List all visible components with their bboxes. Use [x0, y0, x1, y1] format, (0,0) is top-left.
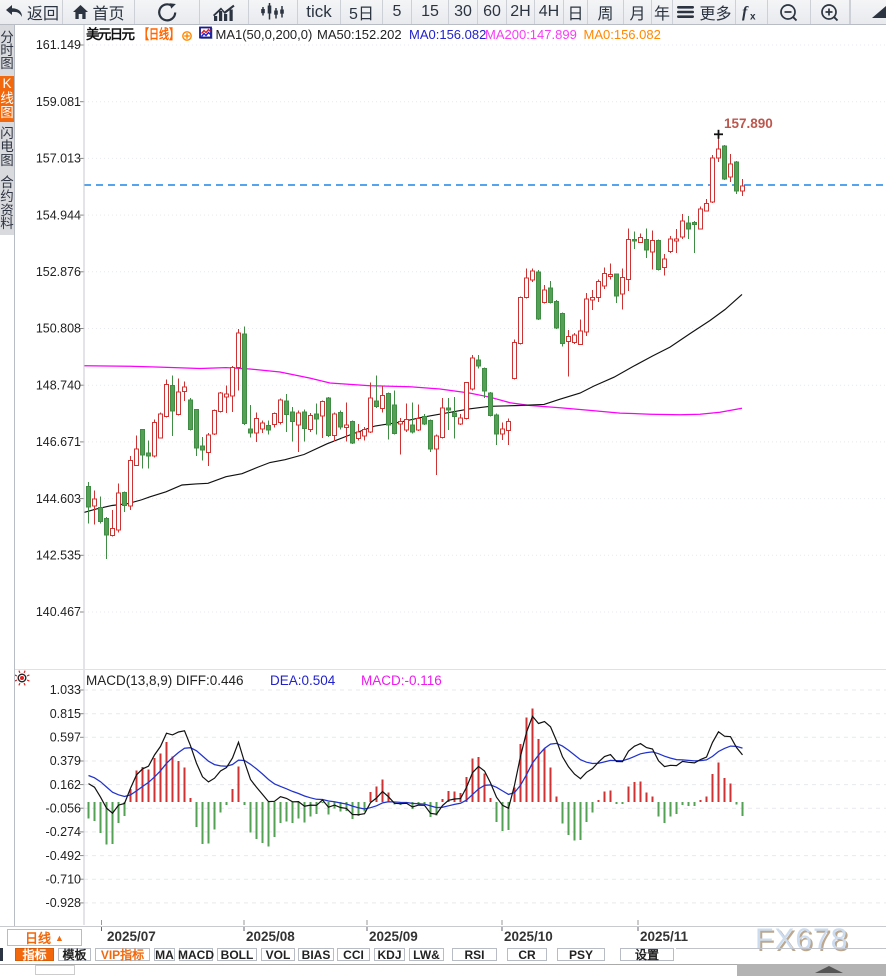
svg-text:152.876: 152.876: [36, 265, 81, 279]
svg-text:-0.928: -0.928: [46, 896, 81, 910]
svg-text:159.081: 159.081: [36, 95, 81, 109]
svg-text:MA200:147.899: MA200:147.899: [485, 27, 577, 42]
svg-text:0.597: 0.597: [50, 731, 81, 745]
svg-text:1.033: 1.033: [50, 683, 81, 697]
svg-text:MACD(13,8,9) DIFF:0.446: MACD(13,8,9) DIFF:0.446: [86, 673, 244, 688]
svg-text:0.162: 0.162: [50, 778, 81, 792]
svg-text:142.535: 142.535: [36, 549, 81, 563]
svg-text:157.890: 157.890: [724, 116, 773, 131]
svg-text:MACD:-0.116: MACD:-0.116: [361, 673, 442, 688]
svg-text:【日线】: 【日线】: [139, 26, 179, 42]
svg-text:MA0:156.082: MA0:156.082: [409, 27, 486, 42]
svg-text:140.467: 140.467: [36, 605, 81, 619]
svg-text:x: x: [750, 12, 756, 22]
svg-text:MA50:152.202: MA50:152.202: [317, 27, 402, 42]
svg-text:-0.492: -0.492: [46, 849, 81, 863]
svg-text:美元日元: 美元日元: [86, 26, 136, 42]
svg-text:154.944: 154.944: [36, 208, 81, 222]
svg-text:-0.056: -0.056: [46, 801, 81, 815]
svg-text:-0.710: -0.710: [46, 872, 81, 886]
svg-text:f: f: [742, 4, 749, 21]
svg-text:161.149: 161.149: [36, 38, 81, 52]
svg-text:150.808: 150.808: [36, 322, 81, 336]
svg-text:148.740: 148.740: [36, 378, 81, 392]
svg-text:DEA:0.504: DEA:0.504: [270, 673, 336, 688]
svg-text:0.815: 0.815: [50, 707, 81, 721]
svg-text:0.379: 0.379: [50, 754, 81, 768]
svg-text:146.671: 146.671: [36, 435, 81, 449]
svg-text:MA1(50,0,200,0): MA1(50,0,200,0): [216, 27, 313, 42]
svg-text:-0.274: -0.274: [46, 825, 81, 839]
svg-text:144.603: 144.603: [36, 492, 81, 506]
svg-text:MA0:156.082: MA0:156.082: [584, 27, 661, 42]
svg-text:157.013: 157.013: [36, 152, 81, 166]
